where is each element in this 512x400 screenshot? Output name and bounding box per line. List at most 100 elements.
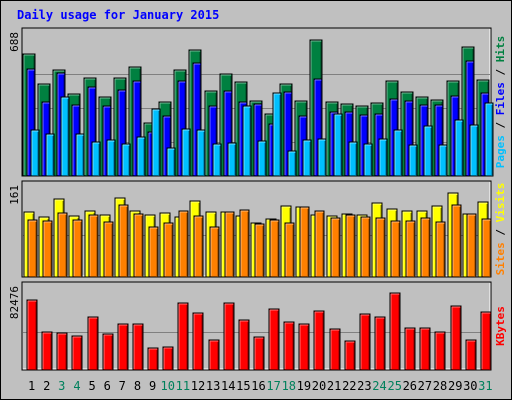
x-tick-label: 19 <box>297 379 311 393</box>
x-tick-label: 25 <box>387 379 401 393</box>
pages-bar-day-7 <box>121 143 131 177</box>
pages-bar-day-17 <box>272 92 282 177</box>
sites-bar-day-13 <box>209 226 220 278</box>
kbytes-bar-day-25 <box>389 292 401 371</box>
sites-bar-day-22 <box>345 214 356 278</box>
kbytes-bar-day-18 <box>283 321 295 371</box>
x-tick-label: 11 <box>176 379 190 393</box>
pages-bar-day-5 <box>91 141 101 177</box>
kbytes-bar-day-3 <box>56 332 68 371</box>
pages-bar-day-14 <box>227 142 237 177</box>
sites-bar-day-30 <box>466 213 477 278</box>
kbytes-bar-day-9 <box>147 347 159 371</box>
kbytes-bar-day-29 <box>450 305 462 371</box>
x-tick-label: 23 <box>357 379 371 393</box>
sites-bar-day-18 <box>284 222 295 278</box>
legend-separator: / <box>494 222 507 242</box>
x-tick-label: 30 <box>463 379 477 393</box>
kbytes-bar-day-6 <box>102 333 114 371</box>
kbytes-bar-day-5 <box>87 316 99 371</box>
kbytes-bar-day-2 <box>41 331 53 371</box>
kbytes-bar-day-26 <box>404 327 416 371</box>
x-tick-label: 9 <box>149 379 156 393</box>
x-tick-label: 7 <box>119 379 126 393</box>
x-tick-label: 21 <box>327 379 341 393</box>
sites-bar-day-3 <box>57 212 68 278</box>
panel-kbytes: 82476 <box>8 281 492 371</box>
legend-item-sites: Sites <box>494 242 507 275</box>
sites-bar-day-2 <box>42 220 53 278</box>
sites-bar-day-14 <box>224 211 235 278</box>
kbytes-bar-day-14 <box>223 302 235 371</box>
kbytes-bar-day-24 <box>374 316 386 371</box>
x-tick-label: 6 <box>104 379 111 393</box>
sites-bar-day-28 <box>435 221 446 278</box>
kbytes-bar-day-21 <box>329 328 341 371</box>
pages-bar-day-26 <box>408 144 418 177</box>
sites-bar-day-19 <box>299 206 310 278</box>
kbytes-bar-day-11 <box>177 302 189 371</box>
legend-item-files: Files <box>494 82 507 115</box>
kbytes-bar-day-4 <box>71 335 83 371</box>
sites-bar-day-4 <box>72 219 83 278</box>
sites-bar-day-12 <box>193 215 204 278</box>
sites-bar-day-15 <box>239 209 250 278</box>
sites-bar-day-25 <box>390 220 401 278</box>
pages-bar-day-25 <box>393 129 403 177</box>
pages-bar-day-28 <box>438 144 448 177</box>
kbytes-bar-day-12 <box>192 312 204 371</box>
pages-bar-day-19 <box>302 139 312 177</box>
kbytes-bar-day-30 <box>465 339 477 371</box>
kbytes-bar-day-15 <box>238 319 250 371</box>
panel-hits-files-pages: 688 <box>8 27 494 177</box>
x-tick-label: 22 <box>342 379 356 393</box>
pages-bar-day-27 <box>423 125 433 177</box>
pages-bar-day-1 <box>30 129 40 177</box>
sites-bar-day-8 <box>133 213 144 278</box>
x-tick-label: 1 <box>28 379 35 393</box>
x-tick-label: 8 <box>134 379 141 393</box>
kbytes-bar-day-10 <box>162 346 174 371</box>
legend-separator: / <box>494 62 507 82</box>
x-tick-label: 26 <box>403 379 417 393</box>
x-tick-label: 2 <box>43 379 50 393</box>
y-max-label: 688 <box>8 32 21 52</box>
sites-bar-day-1 <box>27 219 38 278</box>
x-tick-label: 12 <box>191 379 205 393</box>
x-tick-label: 18 <box>282 379 296 393</box>
kbytes-bar-day-13 <box>208 339 220 371</box>
kbytes-bar-day-31 <box>480 311 492 371</box>
pages-bar-day-8 <box>136 136 146 177</box>
pages-bar-day-12 <box>196 129 206 177</box>
sites-bar-day-7 <box>118 204 129 278</box>
pages-bar-day-16 <box>257 140 267 177</box>
sites-bar-day-6 <box>103 221 114 278</box>
x-tick-label: 31 <box>478 379 492 393</box>
pages-bar-day-24 <box>378 138 388 177</box>
kbytes-bar-day-27 <box>419 327 431 371</box>
sites-bar-day-31 <box>481 218 492 278</box>
x-tick-label: 20 <box>312 379 326 393</box>
pages-bar-day-20 <box>317 138 327 177</box>
kbytes-bar-day-16 <box>253 336 265 371</box>
sites-bar-day-16 <box>254 223 265 278</box>
sites-bar-day-5 <box>88 214 99 278</box>
sites-bar-day-27 <box>420 217 431 278</box>
x-tick-label: 13 <box>206 379 220 393</box>
pages-bar-day-15 <box>242 105 252 177</box>
pages-bar-day-13 <box>212 143 222 177</box>
kbytes-bar-day-8 <box>132 323 144 371</box>
pages-bar-day-21 <box>333 113 343 177</box>
sites-bar-day-11 <box>178 210 189 278</box>
pages-bar-day-18 <box>287 150 297 177</box>
legend-kbytes: KBytes <box>494 306 507 346</box>
pages-bar-day-11 <box>181 128 191 177</box>
kbytes-bar-day-22 <box>344 340 356 371</box>
legend-item-pages: Pages <box>494 135 507 168</box>
y-max-label: 161 <box>8 185 21 205</box>
chart-title: Daily usage for January 2015 <box>17 8 219 22</box>
x-tick-label: 27 <box>418 379 432 393</box>
x-tick-label: 5 <box>88 379 95 393</box>
pages-bar-day-4 <box>75 133 85 177</box>
x-tick-label: 10 <box>160 379 174 393</box>
